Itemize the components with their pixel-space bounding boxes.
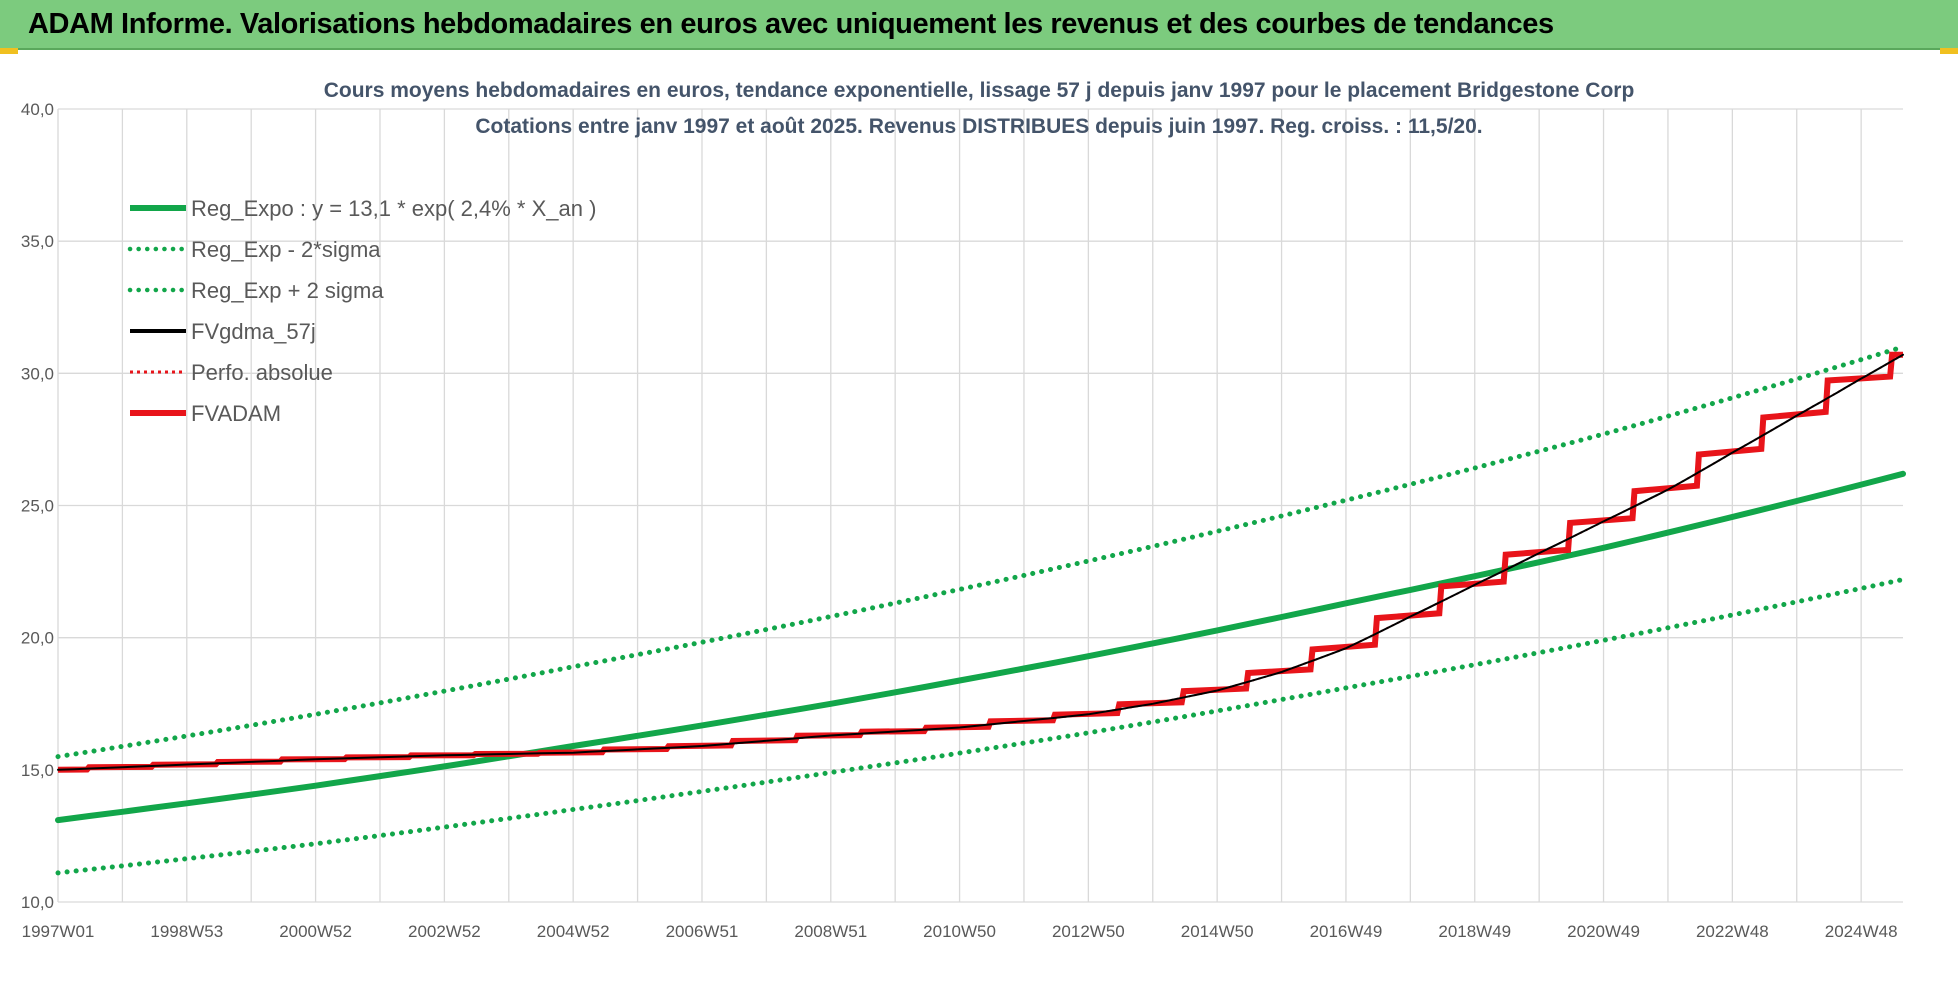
chart-title-line1: Cours moyens hebdomadaires en euros, ten…: [324, 79, 1635, 102]
y-tick-label: 30,0: [21, 364, 54, 383]
series-reg-exp-plus-2sigma: [55, 344, 1906, 760]
x-tick-label: 2010W50: [923, 922, 996, 941]
y-tick-label: 35,0: [21, 232, 54, 251]
series-fvgdma-57j: [57, 353, 1904, 771]
legend-label: FVADAM: [191, 401, 281, 426]
x-tick-label: 2012W50: [1052, 922, 1125, 941]
banner-title: ADAM Informe. Valorisations hebdomadaire…: [28, 8, 1554, 40]
legend-label: Reg_Exp - 2*sigma: [191, 237, 381, 262]
y-tick-label: 20,0: [21, 629, 54, 648]
x-tick-label: 2000W52: [279, 922, 352, 941]
y-tick-label: 10,0: [21, 893, 54, 912]
legend: Reg_Expo : y = 13,1 * exp( 2,4% * X_an )…: [127, 196, 596, 426]
y-tick-label: 15,0: [21, 761, 54, 780]
legend-label: Reg_Exp + 2 sigma: [191, 278, 384, 303]
series-layer: [55, 344, 1906, 876]
x-tick-label: 1998W53: [150, 922, 223, 941]
chart-area: 10,0 15,0 20,0 25,0 30,0 35,0 40,0 1997W01 1998W…: [0, 52, 1958, 978]
series-reg-exp-minus-2sigma: [55, 577, 1906, 876]
legend-label: FVgdma_57j: [191, 319, 316, 344]
series-perfo-absolue: [57, 353, 1904, 771]
x-tick-label: 2006W51: [666, 922, 739, 941]
x-tick-label: 2018W49: [1438, 922, 1511, 941]
series-reg-expo: [55, 470, 1906, 824]
series-fvadam: [57, 351, 1903, 773]
chart-svg: 10,0 15,0 20,0 25,0 30,0 35,0 40,0 1997W01 1998W…: [21, 79, 1906, 941]
legend-label: Reg_Expo : y = 13,1 * exp( 2,4% * X_an ): [191, 196, 596, 221]
axis-layer: 10,0 15,0 20,0 25,0 30,0 35,0 40,0 1997W01 1998W…: [21, 100, 1898, 941]
x-tick-label: 2022W48: [1696, 922, 1769, 941]
x-tick-label: 2024W48: [1825, 922, 1898, 941]
x-tick-label: 2008W51: [794, 922, 867, 941]
chart-title-line2: Cotations entre janv 1997 et août 2025. …: [475, 115, 1482, 138]
corner-mark-right: [1940, 48, 1958, 54]
x-tick-label: 1997W01: [22, 922, 95, 941]
legend-label: Perfo. absolue: [191, 360, 333, 385]
corner-mark-left: [0, 48, 18, 54]
grid-layer: [57, 108, 1903, 903]
x-tick-label: 2002W52: [408, 922, 481, 941]
y-tick-label: 25,0: [21, 497, 54, 516]
y-tick-label: 40,0: [21, 100, 54, 119]
x-tick-label: 2014W50: [1181, 922, 1254, 941]
x-tick-label: 2004W52: [537, 922, 610, 941]
banner: ADAM Informe. Valorisations hebdomadaire…: [0, 0, 1958, 50]
x-tick-label: 2016W49: [1310, 922, 1383, 941]
x-tick-label: 2020W49: [1567, 922, 1640, 941]
